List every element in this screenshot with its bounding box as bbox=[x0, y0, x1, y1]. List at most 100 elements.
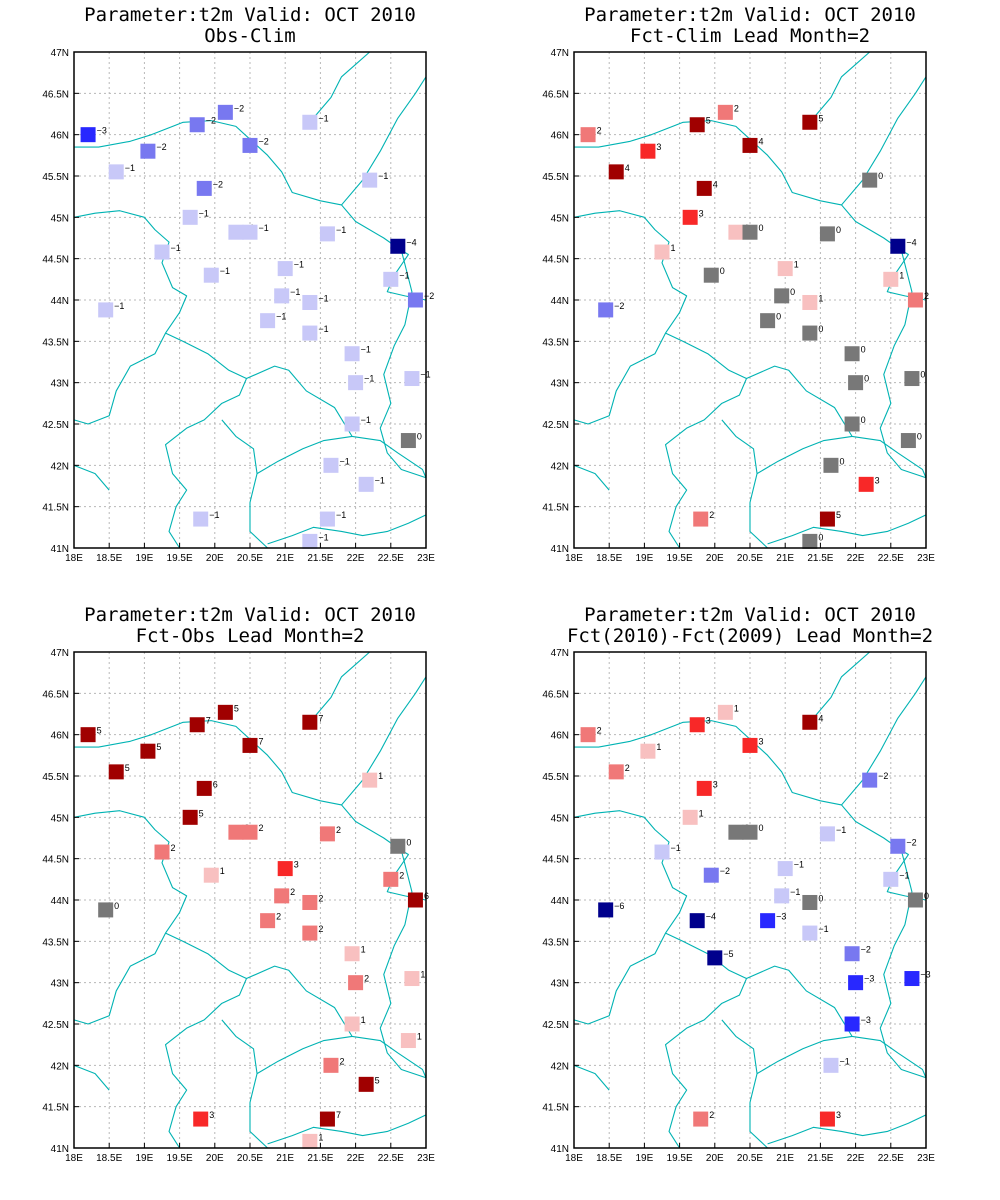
y-tick-label: 43.5N bbox=[542, 937, 569, 948]
panel-title: Parameter:t2m Valid: OCT 2010 bbox=[584, 604, 916, 626]
station-marker bbox=[400, 1033, 416, 1049]
station-value-label: −1 bbox=[378, 171, 388, 181]
border-line bbox=[573, 210, 688, 425]
gridlines bbox=[574, 52, 926, 548]
station-value-label: −1 bbox=[671, 843, 681, 853]
border-line bbox=[664, 332, 748, 549]
station-value-label: 3 bbox=[836, 1110, 841, 1120]
x-tick-label: 18E bbox=[565, 1153, 583, 1164]
y-tick-label: 47N bbox=[51, 48, 69, 59]
station-marker bbox=[98, 902, 114, 918]
country-borders bbox=[73, 51, 427, 549]
station-marker bbox=[900, 433, 916, 449]
border-line bbox=[309, 651, 371, 723]
border-line bbox=[267, 1114, 427, 1145]
station-marker bbox=[140, 743, 156, 759]
station-value-label: −1 bbox=[361, 415, 371, 425]
station-marker bbox=[760, 913, 776, 929]
station-value-label: −1 bbox=[114, 301, 124, 311]
y-tick-label: 42N bbox=[51, 1061, 69, 1072]
station-value-label: −1 bbox=[318, 324, 328, 334]
station-value-label: −1 bbox=[336, 225, 346, 235]
station-value-label: 1 bbox=[361, 1015, 366, 1025]
station-value-label: 1 bbox=[699, 808, 704, 818]
station-value-label: −2 bbox=[206, 116, 216, 126]
station-marker bbox=[802, 325, 818, 341]
border-line bbox=[164, 332, 248, 549]
y-tick-label: 42.5N bbox=[542, 420, 569, 431]
x-tick-label: 21.5E bbox=[307, 1153, 333, 1164]
station-marker bbox=[608, 764, 624, 780]
station-value-label: −2 bbox=[424, 291, 434, 301]
station-value-label: −2 bbox=[720, 866, 730, 876]
station-marker bbox=[696, 780, 712, 796]
station-marker bbox=[407, 892, 423, 908]
station-marker bbox=[302, 1133, 318, 1149]
station-value-label: 2 bbox=[171, 843, 176, 853]
x-tick-label: 23E bbox=[917, 553, 935, 564]
border-line bbox=[721, 965, 853, 1075]
station-marker bbox=[890, 238, 906, 254]
y-tick-label: 44N bbox=[51, 896, 69, 907]
station-marker bbox=[774, 888, 790, 904]
x-tick-label: 18.5E bbox=[596, 553, 622, 564]
country-borders bbox=[573, 51, 927, 549]
border-line bbox=[249, 1073, 268, 1149]
x-tick-label: 22E bbox=[347, 1153, 365, 1164]
station-marker bbox=[242, 824, 258, 840]
border-line bbox=[73, 810, 188, 1025]
station-marker bbox=[323, 457, 339, 473]
station-value-label: 6 bbox=[213, 779, 218, 789]
y-tick-label: 42N bbox=[51, 461, 69, 472]
gridlines bbox=[74, 652, 426, 1148]
station-marker bbox=[819, 1111, 835, 1127]
station-value-label: 1 bbox=[378, 771, 383, 781]
station-marker bbox=[742, 137, 758, 153]
station-marker bbox=[717, 704, 733, 720]
y-tick-label: 45N bbox=[551, 813, 569, 824]
station-value-label: 3 bbox=[875, 475, 880, 485]
x-tick-label: 22.5E bbox=[878, 553, 904, 564]
station-value-label: 7 bbox=[206, 716, 211, 726]
station-value-label: 5 bbox=[156, 742, 161, 752]
station-marker bbox=[390, 838, 406, 854]
station-value-label: 0 bbox=[864, 374, 869, 384]
station-marker bbox=[203, 867, 219, 883]
station-value-label: −1 bbox=[818, 924, 828, 934]
x-tick-label: 20E bbox=[206, 553, 224, 564]
station-value-label: −1 bbox=[794, 860, 804, 870]
y-tick-label: 46N bbox=[551, 131, 569, 142]
border-line bbox=[73, 1064, 110, 1091]
station-marker bbox=[883, 871, 899, 887]
x-tick-label: 20E bbox=[706, 553, 724, 564]
station-marker bbox=[608, 164, 624, 180]
y-tick-label: 46.5N bbox=[42, 689, 69, 700]
x-tick-label: 19E bbox=[636, 553, 654, 564]
y-tick-label: 43N bbox=[51, 379, 69, 390]
gridlines bbox=[74, 52, 426, 548]
station-marker bbox=[823, 1057, 839, 1073]
station-marker bbox=[682, 809, 698, 825]
station-value-label: −1 bbox=[399, 270, 409, 280]
station-marker bbox=[728, 224, 744, 240]
station-markers: 5557577625222026013222212111253711 bbox=[80, 703, 429, 1149]
x-tick-label: 20E bbox=[706, 1153, 724, 1164]
border-line bbox=[73, 210, 188, 425]
station-value-label: 2 bbox=[318, 924, 323, 934]
station-value-label: −1 bbox=[790, 887, 800, 897]
y-tick-label: 45.5N bbox=[542, 772, 569, 783]
panel-subtitle: Fct-Obs Lead Month=2 bbox=[136, 625, 365, 647]
station-marker bbox=[862, 172, 878, 188]
x-tick-label: 22E bbox=[847, 1153, 865, 1164]
y-tick-label: 44N bbox=[551, 896, 569, 907]
station-marker bbox=[890, 838, 906, 854]
station-marker bbox=[848, 375, 864, 391]
station-marker bbox=[344, 1016, 360, 1032]
station-value-label: 2 bbox=[290, 887, 295, 897]
station-value-label: 2 bbox=[399, 870, 404, 880]
station-marker bbox=[217, 104, 233, 120]
x-tick-label: 23E bbox=[417, 1153, 435, 1164]
gridlines bbox=[574, 652, 926, 1148]
station-marker bbox=[883, 271, 899, 287]
station-value-label: 3 bbox=[294, 860, 299, 870]
